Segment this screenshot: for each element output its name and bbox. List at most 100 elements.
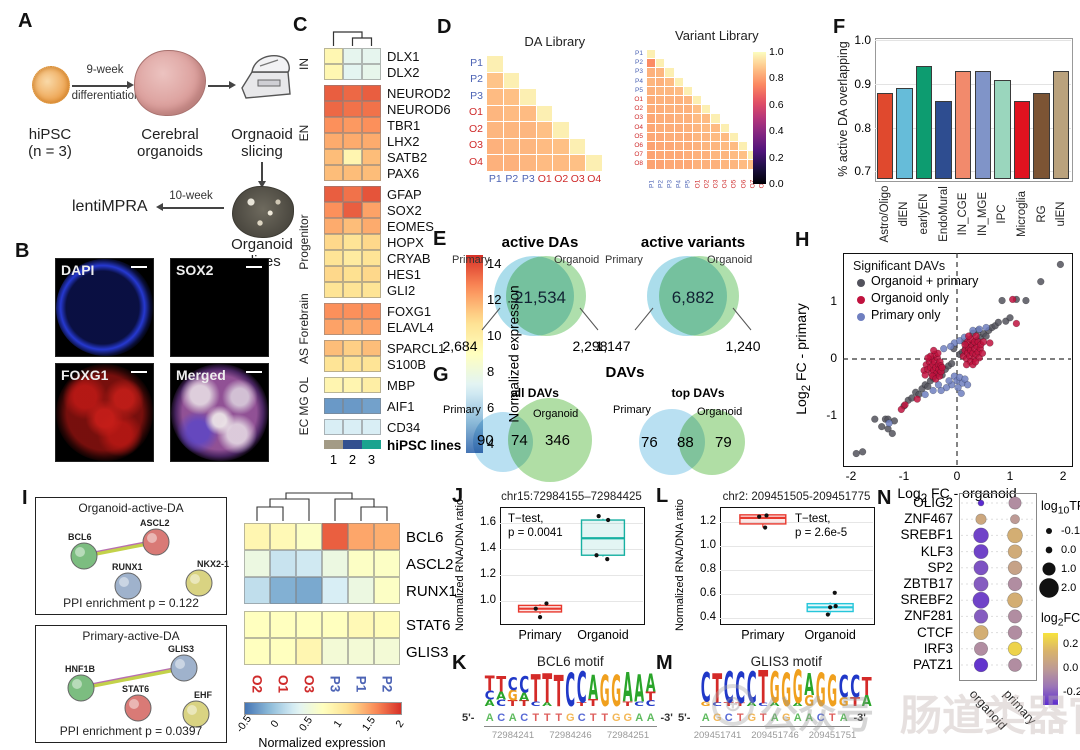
merged-label: Merged — [176, 367, 226, 383]
gene-label: DLX2 — [387, 65, 420, 80]
gene-label: PATZ1 — [912, 657, 953, 672]
fc-colorbar — [1043, 633, 1058, 705]
matrix-cell — [536, 105, 552, 121]
scale-bar — [131, 371, 147, 373]
panel-h-label: H — [795, 229, 810, 251]
heatmap-cell — [362, 266, 381, 282]
matrix-cell — [729, 151, 738, 160]
matrix-cell — [720, 151, 729, 160]
matrix-cell — [674, 96, 683, 105]
data-point — [986, 339, 994, 347]
matrix-cell — [586, 155, 602, 171]
data-point — [934, 381, 943, 389]
matrix-cell — [729, 160, 738, 169]
matrix-cell — [720, 160, 729, 169]
data-point — [946, 342, 955, 351]
matrix-col-label: O1 — [694, 179, 702, 188]
heatmap-cell — [324, 356, 343, 372]
y-tick-label: 0.8 — [700, 562, 716, 575]
data-point — [982, 332, 990, 340]
ppi-enrichment-caption: PPI enrichment p = 0.122 — [63, 596, 199, 610]
venn-right-count: 346 — [545, 432, 571, 449]
motif-letter: T — [588, 698, 598, 709]
motif-letter: C — [565, 664, 575, 717]
matrix-cell — [693, 114, 702, 123]
panel-j-label: J — [452, 485, 464, 507]
matrix-cell — [503, 138, 519, 154]
panel-g: G DAVs all DAVs Primary Organoid 90 74 346 top D… — [425, 364, 780, 484]
node-highlight — [119, 577, 129, 587]
motif-letter: A — [793, 702, 806, 707]
heatmap-cell — [374, 550, 400, 577]
matrix-cell — [520, 89, 536, 105]
heatmap-cell — [362, 149, 381, 165]
column-label: O1 — [275, 674, 291, 694]
motif-letter: G — [508, 687, 518, 705]
x-tick-label: dlEN — [898, 201, 911, 227]
foxg1-label: FOXG1 — [61, 367, 109, 383]
matrix-cell — [693, 142, 702, 151]
x-tick-label: IPC — [996, 204, 1009, 224]
panel-d: D DA Library P1 P1 P2 P2 P3 P3 O1 O1 O2 O2 O3 O3 O4 O4 V… — [425, 10, 784, 222]
motif-title: GLIS3 motif — [750, 654, 822, 669]
motif-letter: A — [588, 669, 598, 707]
protein-node-label: ASCL2 — [140, 518, 170, 528]
network-title: Primary-active-DA — [82, 629, 180, 643]
matrix-cell — [647, 132, 656, 141]
matrix-cell — [702, 123, 711, 132]
matrix-cell — [487, 155, 503, 171]
protein-node — [114, 572, 142, 600]
matrix-cell — [729, 132, 738, 141]
y-tick-label: -1 — [826, 408, 837, 423]
dot — [973, 625, 989, 641]
matrix-cell — [693, 151, 702, 160]
micrograph-foxg1: FOXG1 — [55, 363, 154, 462]
y-tick-label: 0 — [830, 351, 837, 365]
coordinate-label: 72984251 — [606, 730, 650, 741]
bar — [1052, 70, 1070, 179]
row-group-label: AS — [297, 347, 311, 365]
protein-node-label: NKX2-1 — [197, 559, 230, 569]
colorbar-tick: 0.2 — [769, 151, 784, 164]
heatmap-cell — [362, 282, 381, 298]
data-point — [897, 405, 905, 414]
tpm-size-label: -0.1 — [1061, 525, 1080, 537]
matrix-cell — [683, 86, 692, 95]
data-point — [852, 449, 860, 458]
panel-l-label: L — [656, 485, 669, 507]
heatmap-cell — [343, 186, 362, 202]
y-tick-label: 1.0 — [700, 538, 716, 551]
venn-right-label: Organoid — [697, 406, 743, 418]
tpm-size-dot — [1046, 528, 1052, 534]
gene-label: EOMES — [387, 219, 434, 234]
venn-leader-line — [732, 307, 752, 331]
gene-label: CRYAB — [387, 251, 431, 266]
matrix-cell — [720, 123, 729, 132]
venn-left-label: Primary — [613, 404, 651, 416]
heatmap-cell — [343, 340, 362, 356]
colorbar-tick: 1.5 — [359, 714, 378, 734]
panel-k-label: K — [452, 652, 467, 674]
data-point — [1056, 260, 1065, 269]
fc-legend-title: log2FC — [1041, 611, 1080, 629]
heatmap-cell — [324, 377, 343, 393]
stat-pvalue-label: p = 0.0041 — [508, 527, 563, 539]
data-point — [975, 325, 983, 333]
heatmap-cell — [362, 319, 381, 335]
motif-letter: T — [758, 661, 768, 714]
panel-h: H -2 -1 0 1 2 -1 0 1 Log2 FC - organoid Log2 FC - … — [785, 225, 1080, 505]
gridline — [720, 569, 873, 571]
ppi-enrichment-caption: PPI enrichment p = 0.0397 — [59, 724, 203, 738]
micrograph-merged: Merged — [170, 363, 269, 462]
colorbar-tick: 2 — [393, 718, 407, 730]
data-point — [971, 358, 980, 366]
matrix-cell — [647, 68, 656, 77]
colorbar-tick: 14 — [487, 256, 502, 271]
matrix-col-label: P2 — [505, 172, 519, 185]
matrix-row-label: O3 — [468, 139, 483, 152]
scatter-canvas — [843, 253, 1071, 465]
matrix-row-label: O4 — [634, 123, 643, 131]
heatmap-cell — [362, 133, 381, 149]
motif-letter: G — [611, 668, 621, 717]
matrix-row-label: O3 — [634, 114, 643, 122]
